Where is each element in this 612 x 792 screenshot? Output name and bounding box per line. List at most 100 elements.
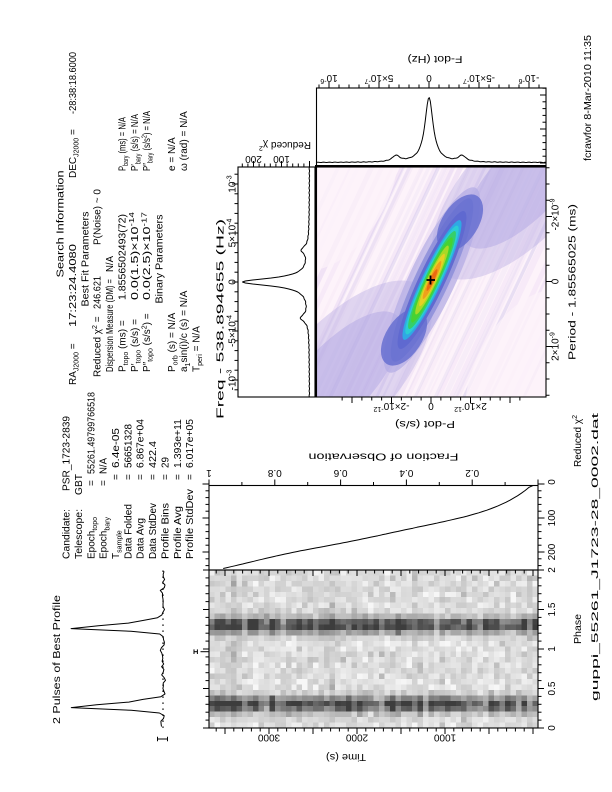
svg-text:Dispersion Measure (DM) =: Dispersion Measure (DM) = [105, 279, 116, 372]
svg-text:100: 100 [273, 153, 290, 164]
svg-text:Epochbary: Epochbary [99, 517, 112, 559]
svg-text:10-6: 10-6 [320, 72, 337, 84]
svg-text:55261.49799766518: 55261.49799766518 [86, 392, 97, 474]
svg-text:P″bary (s/s2) = N/A: P″bary (s/s2) = N/A [141, 111, 154, 171]
svg-text:17:23:24.4080: 17:23:24.4080 [68, 243, 79, 327]
svg-text:0.6: 0.6 [333, 467, 347, 478]
svg-text:2 Pulses of Best Profile: 2 Pulses of Best Profile [52, 594, 63, 724]
svg-text:=: = [99, 480, 110, 486]
svg-text:P″topo (s/s2) =: P″topo (s/s2) = [141, 313, 154, 372]
svg-text:2×10-9: 2×10-9 [550, 332, 562, 361]
svg-text:Data StdDev: Data StdDev [148, 503, 159, 559]
svg-text:0: 0 [228, 279, 239, 285]
svg-text:fcrawfor 8-Mar-2010 11:35: fcrawfor 8-Mar-2010 11:35 [583, 35, 594, 161]
svg-text:N/A: N/A [105, 256, 116, 272]
svg-text:246.621: 246.621 [93, 276, 104, 309]
svg-text:6.017e+05: 6.017e+05 [185, 419, 196, 468]
svg-text:Profile Bins: Profile Bins [160, 503, 171, 559]
svg-text:2×10-12: 2×10-12 [454, 400, 487, 412]
svg-text:P(Noise) ~ 0: P(Noise) ~ 0 [93, 189, 104, 245]
svg-text:P′topo (s/s) =: P′topo (s/s) = [130, 319, 143, 372]
svg-text:=: = [111, 474, 122, 480]
svg-text:100: 100 [547, 509, 558, 526]
svg-text:Phase: Phase [573, 614, 584, 644]
svg-text:-2×10-9: -2×10-9 [550, 198, 562, 230]
svg-text:5×10-7: 5×10-7 [365, 72, 394, 84]
svg-text:Binary Parameters: Binary Parameters [155, 215, 166, 304]
svg-text:2: 2 [547, 567, 558, 573]
svg-text:2000: 2000 [345, 732, 368, 743]
svg-text:P′bary (s/s) = N/A: P′bary (s/s) = N/A [130, 114, 143, 171]
svg-text:a1sin(i)/c (s) = N/A: a1sin(i)/c (s) = N/A [179, 290, 192, 372]
svg-text:1.8556502493(72): 1.8556502493(72) [117, 214, 128, 300]
svg-text:1000: 1000 [433, 732, 456, 743]
svg-text:Profile StdDev: Profile StdDev [185, 489, 196, 559]
svg-text:P-dot (s/s): P-dot (s/s) [395, 418, 455, 429]
svg-text:0.0(1.5)×10-14: 0.0(1.5)×10-14 [129, 212, 141, 300]
svg-text:3000: 3000 [257, 732, 280, 743]
svg-text:6.867e+04: 6.867e+04 [136, 419, 147, 468]
svg-text:0: 0 [428, 400, 434, 411]
svg-text:Tperi = N/A: Tperi = N/A [192, 326, 205, 372]
svg-text:Period - 1.85565025 (ms): Period - 1.85565025 (ms) [568, 204, 579, 360]
svg-text:0.5: 0.5 [547, 681, 558, 695]
svg-text:Search Information: Search Information [56, 171, 67, 278]
svg-text:0: 0 [426, 72, 432, 83]
svg-text:=: = [148, 474, 159, 480]
svg-text:F-dot (Hz): F-dot (Hz) [408, 53, 463, 64]
svg-text:1.5: 1.5 [547, 602, 558, 616]
svg-text:=: = [160, 474, 171, 480]
svg-text:29: 29 [160, 457, 171, 468]
svg-text:200: 200 [245, 153, 262, 164]
svg-text:RAJ2000 =: RAJ2000 = [68, 343, 81, 385]
svg-text:Ptopo (ms) =: Ptopo (ms) = [117, 320, 130, 372]
svg-text:Best Fit Parameters: Best Fit Parameters [80, 212, 91, 307]
svg-text:10-3: 10-3 [227, 175, 239, 192]
svg-text:=: = [185, 474, 196, 480]
svg-text:-28:38:18.6000: -28:38:18.6000 [68, 52, 79, 114]
svg-text:DECJ2000 =: DECJ2000 = [68, 129, 81, 178]
svg-text:1: 1 [206, 467, 212, 478]
svg-text:-2×10-12: -2×10-12 [373, 400, 409, 412]
svg-text:Time (s): Time (s) [326, 751, 366, 762]
svg-text:Freq - 538.894655 (Hz): Freq - 538.894655 (Hz) [216, 219, 227, 419]
svg-text:1: 1 [547, 646, 558, 652]
svg-text:Porb (s) = N/A: Porb (s) = N/A [167, 312, 180, 372]
svg-text:=: = [86, 480, 97, 486]
svg-text:Candidate:: Candidate: [62, 509, 73, 559]
svg-text:Reduced χ2 =: Reduced χ2 = [92, 316, 104, 377]
svg-text:6.4e-05: 6.4e-05 [111, 427, 122, 468]
svg-text:N/A: N/A [99, 458, 110, 474]
svg-text:0.8: 0.8 [267, 467, 281, 478]
svg-text:-5×10-4: -5×10-4 [227, 315, 239, 347]
svg-text:guppi_55261_J1723-28_0002.dat: guppi_55261_J1723-28_0002.dat [590, 412, 601, 701]
svg-text:Tsample: Tsample [111, 530, 124, 559]
svg-text:Reduced χ2: Reduced χ2 [572, 415, 584, 467]
svg-text:e = N/A: e = N/A [167, 137, 178, 171]
svg-text:Reduced χ2: Reduced χ2 [259, 139, 311, 151]
svg-text:Data Folded: Data Folded [123, 504, 134, 559]
svg-text:GBT: GBT [74, 474, 85, 495]
svg-text:Profile Avg: Profile Avg [173, 506, 184, 559]
svg-text:Fraction of Observation: Fraction of Observation [309, 451, 459, 462]
svg-text:=: = [136, 474, 147, 480]
svg-text:Data Avg: Data Avg [136, 518, 147, 559]
svg-text:=: = [173, 474, 184, 480]
svg-text:0.4: 0.4 [399, 467, 413, 478]
svg-text:0: 0 [547, 479, 558, 485]
svg-text:422.4: 422.4 [148, 441, 159, 468]
svg-text:0: 0 [547, 725, 558, 731]
svg-text:-10-3: -10-3 [227, 370, 239, 391]
svg-text:-5×10-7: -5×10-7 [463, 72, 495, 84]
svg-text:Pbary (ms) = N/A: Pbary (ms) = N/A [117, 117, 130, 171]
svg-text:Telescope:: Telescope: [74, 509, 85, 559]
svg-text:5×10-4: 5×10-4 [227, 219, 239, 248]
svg-text:56651328: 56651328 [123, 424, 134, 468]
svg-text:PSR_1723-2839: PSR_1723-2839 [62, 416, 73, 491]
svg-text:0.0(2.5)×10-17: 0.0(2.5)×10-17 [141, 212, 153, 300]
svg-text:0: 0 [551, 278, 562, 284]
svg-text:200: 200 [547, 543, 558, 560]
svg-text:1.393e+11: 1.393e+11 [173, 419, 184, 468]
svg-text:-10-6: -10-6 [519, 72, 540, 84]
svg-text:0.2: 0.2 [465, 467, 479, 478]
